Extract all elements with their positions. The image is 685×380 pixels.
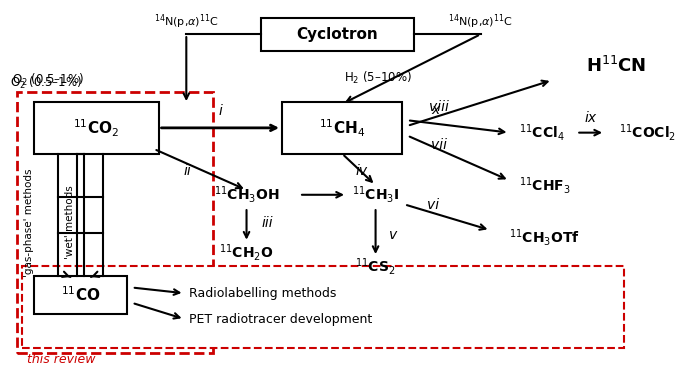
Text: Cyclotron: Cyclotron (297, 27, 378, 42)
Bar (17, 92, 213, 353)
Text: vi: vi (427, 198, 439, 212)
Bar (22, 266, 624, 348)
Text: O$_2$ (0.5–1%): O$_2$ (0.5–1%) (10, 75, 82, 91)
Text: H$^{11}$CN: H$^{11}$CN (586, 56, 646, 76)
Text: $^{14}$N(p,$\alpha$)$^{11}$C: $^{14}$N(p,$\alpha$)$^{11}$C (154, 13, 219, 31)
Text: PET radiotracer development: PET radiotracer development (189, 312, 373, 326)
Text: 'gas-phase' methods: 'gas-phase' methods (23, 168, 34, 277)
Text: Radiolabelling methods: Radiolabelling methods (189, 287, 336, 300)
Text: iv: iv (356, 164, 367, 178)
Bar (261, 18, 414, 51)
Bar (34, 102, 159, 154)
Text: vii: vii (431, 138, 447, 152)
Text: this review: this review (27, 353, 95, 366)
Text: $^{11}$CO: $^{11}$CO (61, 286, 101, 304)
Text: ix: ix (584, 111, 597, 125)
Text: i: i (219, 104, 222, 118)
Text: H$_2$ (5–10%): H$_2$ (5–10%) (344, 70, 412, 86)
Text: $^{11}$CH$_3$OH: $^{11}$CH$_3$OH (214, 184, 279, 205)
Text: viii: viii (429, 100, 449, 114)
Text: $^{11}$CH$_3$I: $^{11}$CH$_3$I (352, 184, 399, 205)
Text: $^{11}$CO$_2$: $^{11}$CO$_2$ (73, 117, 120, 139)
Text: ii: ii (184, 164, 191, 178)
Text: $^{11}$CHF$_3$: $^{11}$CHF$_3$ (519, 175, 571, 196)
Text: $^{11}$CH$_3$OTf: $^{11}$CH$_3$OTf (510, 227, 580, 248)
Bar (34, 276, 127, 314)
Text: $^{14}$N(p,$\alpha$)$^{11}$C: $^{14}$N(p,$\alpha$)$^{11}$C (449, 13, 513, 31)
Text: 'wet' methods: 'wet' methods (64, 185, 75, 260)
Text: O$_2$ (0.5–1%): O$_2$ (0.5–1%) (12, 72, 84, 88)
Text: $^{11}$CH$_4$: $^{11}$CH$_4$ (319, 117, 365, 139)
Text: x: x (432, 103, 440, 117)
Text: $^{11}$CCl$_4$: $^{11}$CCl$_4$ (519, 122, 564, 143)
Text: $^{11}$CH$_2$O: $^{11}$CH$_2$O (219, 242, 274, 263)
Text: $^{11}$CS$_2$: $^{11}$CS$_2$ (356, 256, 396, 277)
Bar (282, 102, 402, 154)
Text: iii: iii (262, 217, 273, 230)
Text: $^{11}$COCl$_2$: $^{11}$COCl$_2$ (619, 122, 677, 143)
Text: v: v (388, 228, 397, 242)
